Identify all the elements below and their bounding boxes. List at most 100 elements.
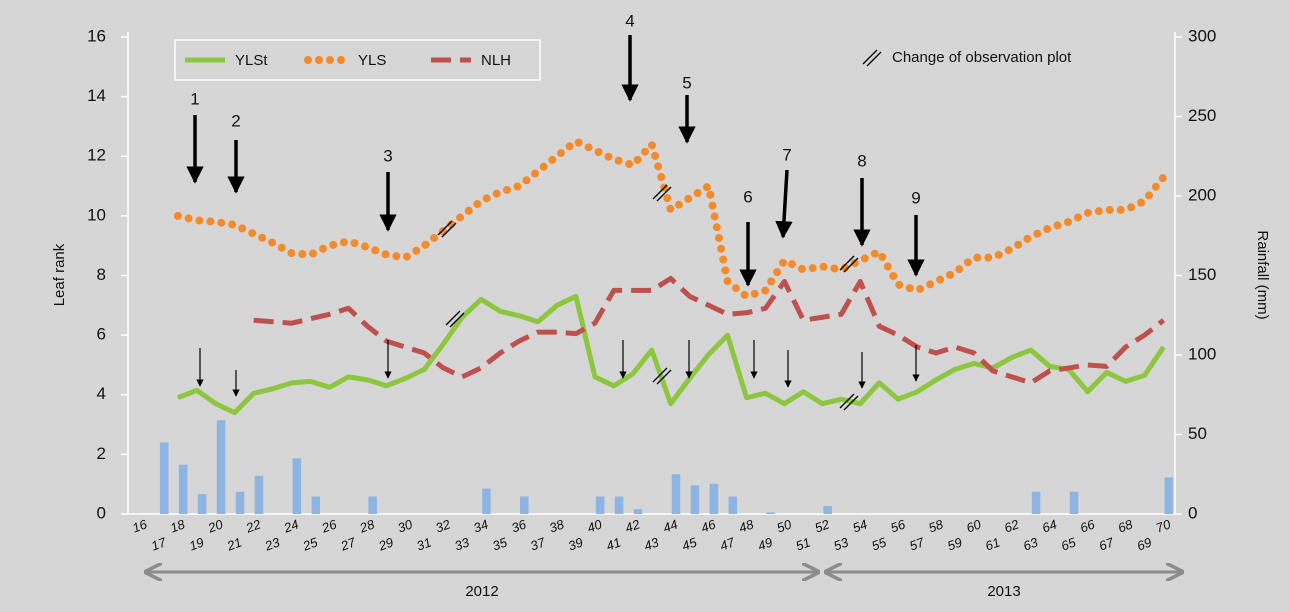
x-tick-label: 37	[528, 534, 547, 553]
x-tick-label: 64	[1040, 516, 1059, 535]
plot-change-mark	[839, 393, 855, 409]
event-label: 1	[190, 89, 199, 108]
bar	[254, 475, 264, 514]
bar	[1164, 477, 1174, 514]
x-tick-label: 43	[642, 534, 661, 553]
x-tick-label: 17	[149, 534, 168, 553]
x-tick-label: 40	[585, 516, 604, 535]
legend-label: NLH	[481, 52, 511, 69]
x-tick-label: 50	[775, 516, 794, 535]
plot-change-mark	[445, 310, 461, 326]
x-tick-label: 60	[964, 516, 983, 535]
x-tick-label: 16	[130, 516, 149, 535]
x-tick-label: 45	[680, 534, 699, 553]
y2-tick-label: 200	[1188, 185, 1216, 204]
x-tick-label: 57	[907, 534, 926, 553]
event-label: 5	[682, 73, 691, 92]
event-label: 2	[231, 111, 240, 130]
y2-tick-label: 100	[1188, 344, 1216, 363]
x-tick-label: 54	[851, 516, 870, 535]
y2-tick-label: 250	[1188, 106, 1216, 125]
x-tick-label: 34	[471, 516, 490, 535]
plot-change-mark	[843, 257, 859, 273]
bar	[197, 494, 207, 514]
y-tick-label: 0	[97, 503, 106, 522]
period-label: 2012	[465, 583, 498, 600]
x-tick-label: 46	[699, 516, 718, 535]
event-label: 6	[743, 187, 752, 206]
event-label: 8	[857, 151, 866, 170]
bar	[1031, 491, 1041, 514]
x-tick-label: 32	[434, 516, 453, 535]
line	[173, 137, 1168, 301]
x-tick-label: 39	[566, 534, 585, 553]
event-label: 9	[911, 188, 920, 207]
y-tick-label: 12	[87, 146, 106, 165]
legend-slash	[862, 49, 878, 65]
x-tick-label: 66	[1078, 516, 1097, 535]
bar	[311, 496, 321, 514]
y2-tick-label: 300	[1188, 26, 1216, 45]
bar	[368, 496, 377, 514]
event-arrow	[775, 169, 793, 239]
x-tick-label: 51	[794, 534, 813, 553]
event-label: 4	[625, 11, 634, 30]
event-label: 7	[782, 145, 791, 164]
x-tick-label: 56	[888, 516, 907, 535]
plot-change-mark	[652, 184, 668, 200]
plot-change-mark	[441, 222, 457, 238]
event-label: 3	[383, 146, 392, 165]
bar	[235, 491, 245, 514]
x-tick-label: 21	[224, 534, 244, 553]
x-tick-label: 62	[1002, 516, 1021, 535]
y2-tick-label: 150	[1188, 265, 1216, 284]
y-tick-label: 14	[87, 86, 106, 105]
x-tick-label: 70	[1154, 516, 1173, 535]
x-tick-label: 24	[281, 516, 301, 535]
x-tick-label: 36	[509, 516, 528, 535]
line	[176, 293, 1166, 416]
x-tick-label: 44	[661, 516, 680, 535]
bar	[690, 485, 700, 514]
x-tick-label: 18	[168, 516, 187, 535]
x-tick-label: 38	[547, 516, 566, 535]
legend-note: Change of observation plot	[892, 49, 1072, 66]
x-tick-label: 53	[832, 534, 851, 553]
x-tick-label: 49	[756, 534, 775, 553]
bar	[728, 496, 738, 514]
x-tick-label: 68	[1116, 516, 1135, 535]
x-tick-label: 19	[187, 534, 206, 553]
y-axis-label: Leaf rank	[51, 243, 68, 306]
bar	[216, 420, 226, 514]
x-tick-label: 61	[983, 534, 1002, 553]
x-tick-label: 33	[452, 534, 471, 553]
x-tick-label: 29	[376, 534, 396, 553]
x-tick-label: 55	[869, 534, 888, 553]
y-tick-label: 10	[87, 205, 106, 224]
legend-box	[174, 39, 541, 81]
plot-change-mark	[449, 312, 465, 328]
y2-axis-label: Rainfall (mm)	[1254, 230, 1271, 319]
y-tick-label: 6	[97, 325, 106, 344]
bar	[614, 496, 624, 514]
legend-label: YLSt	[235, 52, 268, 69]
x-tick-label: 47	[718, 534, 737, 553]
x-tick-label: 52	[813, 516, 832, 535]
y-tick-label: 8	[97, 265, 106, 284]
bar	[823, 506, 832, 514]
x-tick-label: 48	[737, 516, 756, 535]
line	[253, 275, 1166, 386]
x-tick-label: 41	[604, 534, 623, 553]
bar	[709, 483, 719, 514]
x-tick-label: 63	[1021, 534, 1040, 553]
bar	[482, 488, 491, 514]
bar	[633, 509, 643, 514]
bar	[671, 474, 681, 514]
y2-tick-label: 50	[1188, 424, 1207, 443]
x-tick-label: 27	[338, 534, 358, 554]
x-tick-label: 28	[357, 516, 377, 536]
x-tick-label: 31	[415, 534, 434, 553]
x-tick-label: 23	[262, 534, 282, 554]
plot-change-mark	[656, 186, 672, 202]
